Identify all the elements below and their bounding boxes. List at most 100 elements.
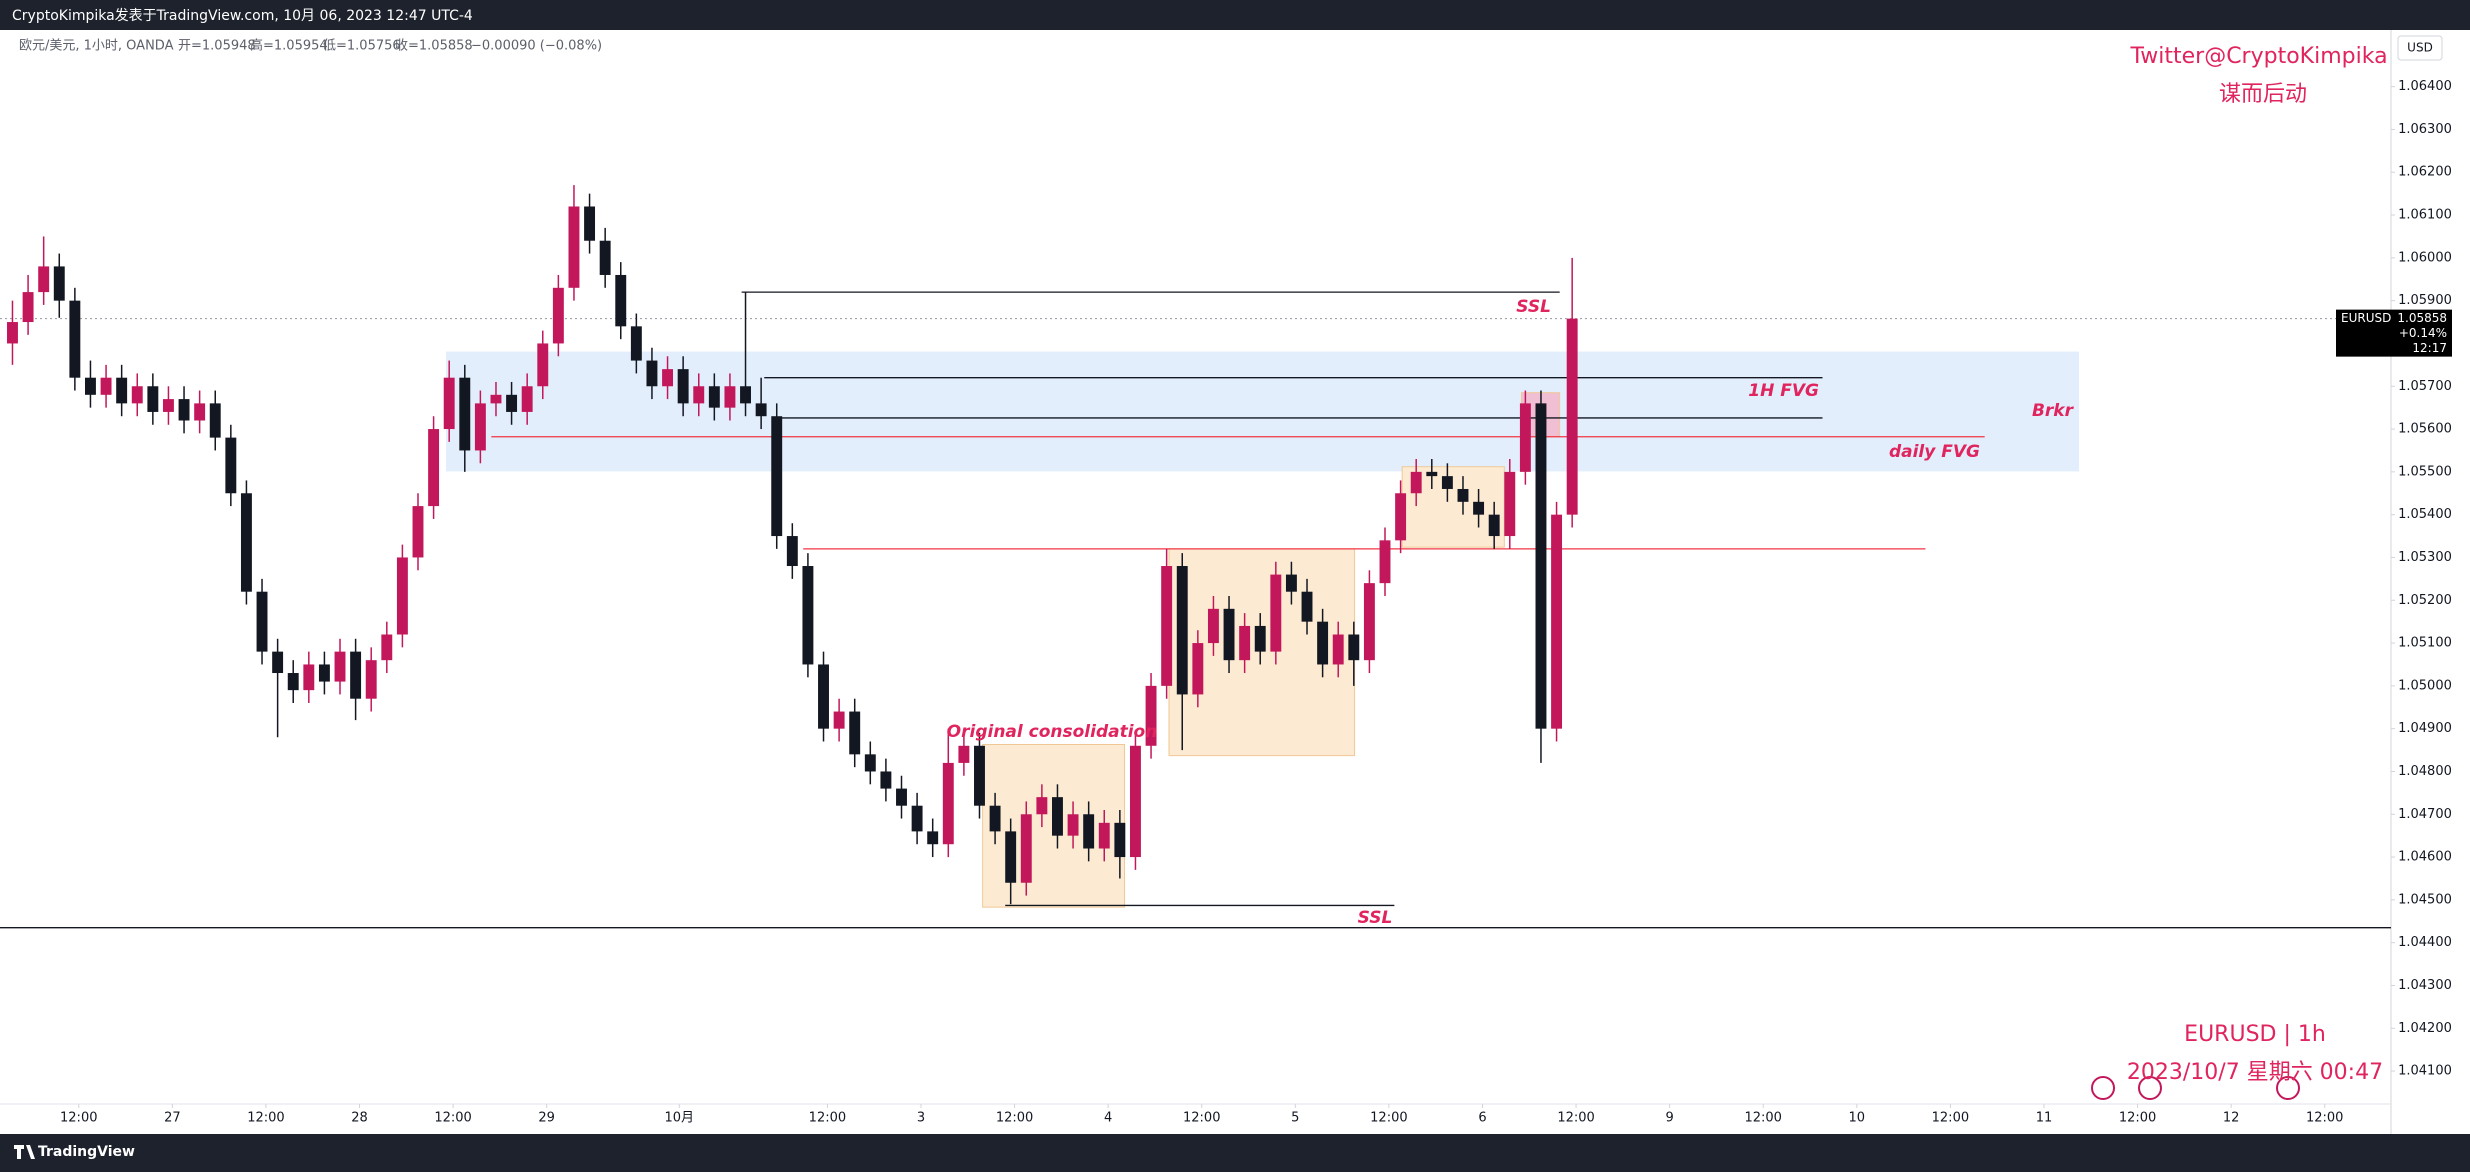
y-tick-label: 1.05400	[2398, 507, 2452, 522]
candle-body	[318, 664, 330, 682]
candle-body	[303, 664, 315, 691]
annotation: SSL	[1516, 297, 1551, 317]
x-tick-label: 12:00	[996, 1111, 1033, 1126]
watermark: 谋而后动	[2219, 82, 2307, 107]
candle-body	[443, 377, 455, 430]
candle-body	[1239, 625, 1251, 661]
x-tick-label: 5	[1291, 1111, 1299, 1126]
y-tick-label: 1.05200	[2398, 593, 2452, 608]
candle-body	[69, 300, 81, 378]
candle-body	[1504, 471, 1516, 537]
watermark: Twitter@CryptoKimpika	[2129, 44, 2387, 69]
candle-body	[1551, 514, 1563, 729]
candle-body	[459, 377, 471, 451]
price-box	[2336, 309, 2452, 357]
candle-body	[22, 292, 34, 323]
candle-body	[537, 343, 549, 387]
candle-body	[1457, 488, 1469, 502]
candle-body	[162, 399, 174, 412]
candle-body	[85, 377, 96, 395]
candle-body	[942, 762, 954, 845]
x-tick-label: 28	[351, 1111, 368, 1126]
y-tick-label: 1.05600	[2398, 422, 2452, 437]
x-tick-label: 12:00	[60, 1111, 97, 1126]
x-tick-label: 12:00	[1557, 1111, 1594, 1126]
x-tick-label: 3	[917, 1111, 925, 1126]
candle-body	[178, 399, 190, 421]
candle-body	[100, 377, 112, 395]
candle-body	[506, 394, 518, 412]
candle-body	[864, 754, 876, 772]
candle-body	[7, 322, 18, 344]
candle-body	[802, 566, 814, 665]
candle-body	[1535, 403, 1547, 729]
candle-body	[927, 831, 939, 845]
x-tick-label: 12	[2223, 1111, 2240, 1126]
candle-body	[1348, 634, 1360, 661]
candle-body	[1036, 797, 1048, 815]
candle-body	[1129, 745, 1141, 858]
y-tick-label: 1.06000	[2398, 250, 2452, 265]
candle-body	[428, 429, 440, 507]
event-icon[interactable]	[2276, 1076, 2300, 1100]
candle-body	[1379, 540, 1391, 584]
x-tick-label: 12:00	[2119, 1111, 2156, 1126]
candle-body	[1052, 797, 1063, 836]
candle-body	[381, 634, 393, 661]
price-box-value: 1.05858	[2397, 311, 2447, 325]
candle-body	[272, 651, 284, 674]
candle-body	[1395, 493, 1407, 541]
y-tick-label: 1.06400	[2398, 79, 2452, 94]
y-tick-label: 1.04600	[2398, 850, 2452, 865]
x-tick-label: 12:00	[247, 1111, 284, 1126]
candle-body	[911, 805, 923, 832]
y-tick-label: 1.05100	[2398, 636, 2452, 651]
candle-body	[1005, 831, 1017, 883]
candle-body	[708, 386, 720, 408]
candle-body	[209, 403, 221, 438]
header-bar	[0, 0, 2470, 30]
candle-body	[116, 377, 128, 404]
legend-low: 低=1.05756	[323, 39, 401, 54]
currency[interactable]: USD	[2407, 41, 2433, 55]
event-icon[interactable]	[2091, 1076, 2115, 1100]
candle-body	[1176, 566, 1188, 695]
candle-body	[1519, 403, 1531, 472]
legend-symbol: 欧元/美元, 1小时, OANDA	[19, 39, 174, 54]
legend-high: 高=1.05954	[250, 38, 328, 54]
annotation: SSL	[1358, 908, 1393, 928]
y-tick-label: 1.04300	[2398, 978, 2452, 993]
candle-body	[1020, 814, 1032, 883]
candle-body	[147, 386, 159, 412]
candle-body	[568, 206, 580, 288]
candle-body	[599, 240, 611, 275]
candle-body	[240, 493, 252, 592]
candle-body	[131, 386, 143, 404]
candle-body	[786, 536, 798, 567]
candle-body	[1410, 471, 1422, 494]
candle-body	[521, 386, 533, 412]
candle-body	[974, 745, 985, 806]
candle-body	[53, 266, 65, 301]
candle-body	[1441, 476, 1453, 489]
candle-body	[1083, 814, 1095, 849]
header-text: CryptoKimpika发表于TradingView.com, 10月 06,…	[12, 8, 473, 24]
x-tick-label: 4	[1104, 1111, 1112, 1126]
candle-body	[1317, 621, 1329, 665]
event-icon[interactable]	[2138, 1076, 2162, 1100]
watermark: EURUSD | 1h	[2184, 1022, 2326, 1047]
x-tick-label: 12:00	[434, 1111, 471, 1126]
x-tick-label: 12:00	[1183, 1111, 1220, 1126]
y-tick-label: 1.04100	[2398, 1064, 2452, 1079]
legend-close: 收=1.05858	[395, 39, 473, 54]
x-tick-label: 12:00	[1932, 1111, 1969, 1126]
currency-box[interactable]	[2397, 35, 2443, 61]
candle-body	[38, 266, 50, 293]
y-tick-label: 1.06200	[2398, 165, 2452, 180]
y-tick-label: 1.05000	[2398, 678, 2452, 693]
candle-body	[287, 673, 299, 691]
legend-open: 开=1.05948	[178, 39, 256, 54]
candle-body	[396, 557, 408, 635]
candle-body	[1363, 583, 1375, 661]
candle-body	[1488, 514, 1500, 537]
